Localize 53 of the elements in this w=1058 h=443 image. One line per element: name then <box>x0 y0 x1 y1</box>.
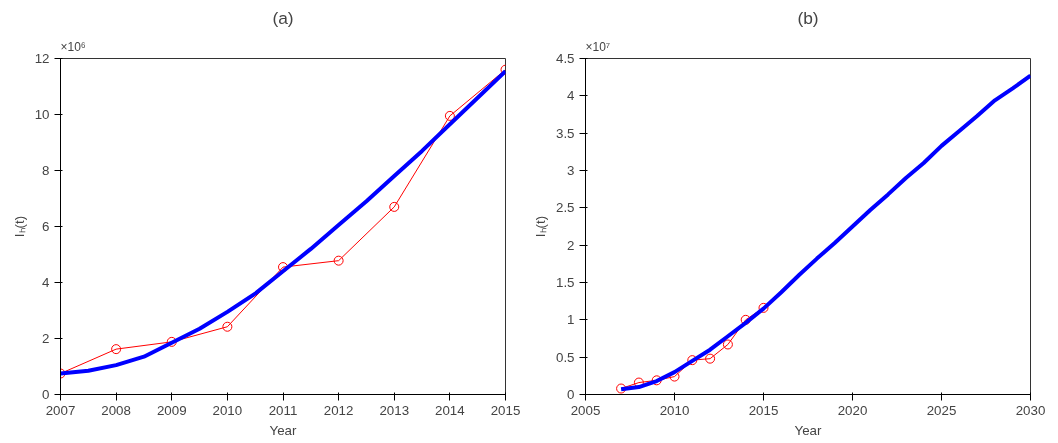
y-tick-label: 3.5 <box>555 125 575 141</box>
x-tick-label: 2015 <box>748 402 779 418</box>
x-tick-label: 2014 <box>435 402 466 418</box>
chart-title: (a) <box>272 7 294 28</box>
text: ×10⁷ <box>585 39 611 54</box>
point <box>616 383 627 394</box>
point <box>758 302 769 313</box>
y-tick-label: 2.5 <box>555 200 575 216</box>
chart-title: (b) <box>797 7 819 28</box>
y-tick-label: 0 <box>567 387 575 402</box>
y-tick-label: 6 <box>42 219 50 234</box>
x-tick-label: 2012 <box>323 402 354 418</box>
x-tick-label: 2005 <box>570 402 601 418</box>
y-tick-label: 1 <box>567 312 575 328</box>
point <box>222 321 233 332</box>
x-tick-label: 2011 <box>268 402 298 418</box>
x-tick-label: 2010 <box>212 402 243 418</box>
point <box>333 255 344 266</box>
point <box>166 336 177 347</box>
y-axis-title: Iₕ(t) <box>11 215 27 238</box>
x-axis-title: Year <box>794 422 823 438</box>
y-tick-label: 2 <box>567 237 575 253</box>
y-tick-label: 12 <box>34 51 50 66</box>
x-axis-title: Year <box>269 422 298 438</box>
x-tick-label: 2020 <box>837 402 868 418</box>
x-tick-label: 2015 <box>490 402 521 418</box>
x-tick-label: 2030 <box>1015 402 1046 418</box>
y-axis-title: Iₕ(t) <box>532 215 548 238</box>
x-tick-label: 2013 <box>379 402 410 418</box>
y-tick-label: 0 <box>42 387 50 402</box>
y-tick-label: 3 <box>567 163 575 178</box>
y-tick-label: 4.5 <box>555 51 575 66</box>
x-tick-label: 2007 <box>45 402 76 418</box>
point <box>444 110 455 121</box>
x-tick-label: 2025 <box>926 402 957 418</box>
point <box>111 344 122 355</box>
x-tick-label: 2010 <box>659 402 690 418</box>
point <box>651 375 662 386</box>
point <box>389 201 400 212</box>
y-tick-label: 1.5 <box>555 275 575 290</box>
y-tick-label: 10 <box>34 107 50 122</box>
x-tick-label: 2008 <box>101 402 131 418</box>
y-tick-label: 4 <box>567 88 576 104</box>
y-tick-label: 2 <box>42 331 50 346</box>
point <box>705 353 716 364</box>
line-series <box>619 73 1031 392</box>
point <box>687 355 698 366</box>
y-tick-label: 8 <box>42 163 50 178</box>
y-tick-label: 4 <box>42 275 51 290</box>
point <box>722 339 733 350</box>
y-tick-label: 0.5 <box>555 349 575 365</box>
text: ×10⁶ <box>60 39 86 54</box>
x-tick-label: 2009 <box>156 402 187 418</box>
